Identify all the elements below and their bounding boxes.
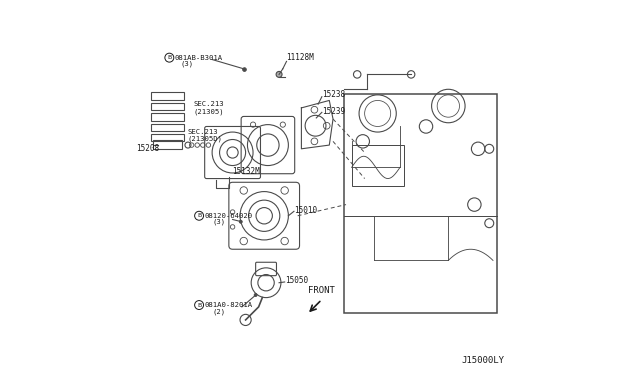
Text: (3): (3): [180, 61, 194, 67]
Text: B: B: [197, 213, 201, 218]
Text: (3): (3): [212, 219, 225, 225]
Bar: [351, 145, 404, 186]
Text: 15050: 15050: [285, 276, 308, 285]
Text: (2): (2): [212, 308, 225, 315]
Bar: [152, 140, 182, 149]
Text: SEC.213: SEC.213: [193, 101, 224, 107]
Circle shape: [239, 220, 243, 223]
Bar: [344, 94, 497, 313]
Text: 11128M: 11128M: [287, 53, 314, 62]
Text: SEC.213: SEC.213: [188, 129, 219, 135]
Bar: [151, 134, 184, 141]
Text: J15000LY: J15000LY: [461, 356, 504, 365]
Text: (21305): (21305): [193, 108, 224, 115]
Bar: [151, 92, 184, 100]
Text: 15239: 15239: [322, 107, 345, 116]
Text: B: B: [167, 55, 172, 60]
Text: 081A0-8201A: 081A0-8201A: [205, 302, 253, 308]
Bar: [151, 124, 184, 131]
Circle shape: [243, 68, 246, 71]
Text: 15238: 15238: [322, 90, 345, 99]
Text: 15010: 15010: [294, 206, 317, 215]
Text: 08120-64020: 08120-64020: [205, 213, 253, 219]
Bar: [151, 113, 184, 121]
Text: 15132M: 15132M: [232, 167, 260, 176]
Text: B: B: [197, 302, 201, 308]
Circle shape: [276, 71, 282, 77]
Text: FRONT: FRONT: [308, 286, 335, 295]
Text: 15208: 15208: [136, 144, 159, 153]
Text: (21305D): (21305D): [188, 135, 223, 142]
Bar: [151, 103, 184, 110]
Text: 081AB-B301A: 081AB-B301A: [175, 55, 223, 61]
Circle shape: [254, 294, 257, 296]
